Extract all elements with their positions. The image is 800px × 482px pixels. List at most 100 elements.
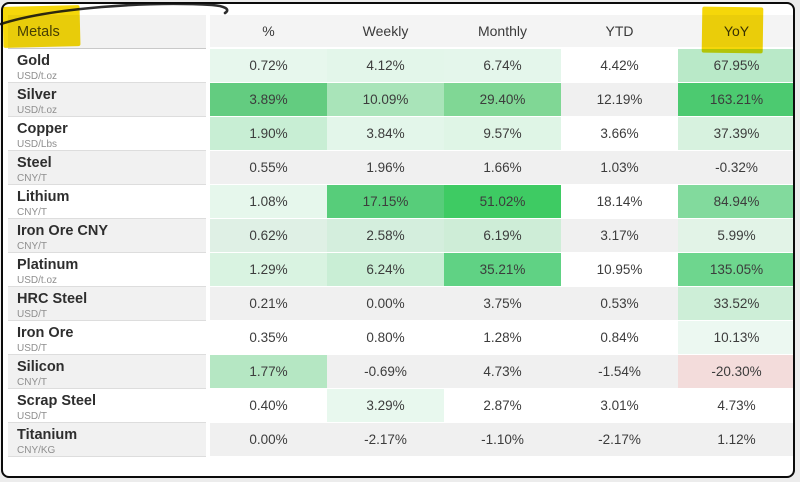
value-cell: 0.00% bbox=[327, 287, 444, 321]
value-cell: 3.84% bbox=[327, 117, 444, 151]
column-header-row: %WeeklyMonthlyYTDYoY bbox=[210, 15, 793, 49]
value-cell: 4.73% bbox=[678, 389, 793, 423]
value-cell: 10.09% bbox=[327, 83, 444, 117]
metal-name[interactable]: Silicon bbox=[17, 359, 65, 375]
value-cell: -1.54% bbox=[561, 355, 678, 389]
value-cell: 84.94% bbox=[678, 185, 793, 219]
metal-name[interactable]: Scrap Steel bbox=[17, 393, 96, 409]
column-header-weekly[interactable]: Weekly bbox=[327, 15, 444, 49]
value-cell: -1.10% bbox=[444, 423, 561, 457]
value-cell: 1.77% bbox=[210, 355, 327, 389]
table-row: 0.62% 2.58% 6.19% 3.17% 5.99% bbox=[210, 219, 793, 253]
value-cell: 3.17% bbox=[561, 219, 678, 253]
metal-name[interactable]: Copper bbox=[17, 121, 68, 137]
column-header-[interactable]: % bbox=[210, 15, 327, 49]
table-row-label: HRC Steel USD/T bbox=[8, 287, 206, 321]
table-row-label: Steel CNY/T bbox=[8, 151, 206, 185]
value-cell: 135.05% bbox=[678, 253, 793, 287]
value-cell: -2.17% bbox=[561, 423, 678, 457]
table-row-label: Iron Ore USD/T bbox=[8, 321, 206, 355]
column-header-monthly[interactable]: Monthly bbox=[444, 15, 561, 49]
value-cell: 4.73% bbox=[444, 355, 561, 389]
metal-name[interactable]: Lithium bbox=[17, 189, 70, 205]
value-cell: 10.95% bbox=[561, 253, 678, 287]
value-cell: 2.58% bbox=[327, 219, 444, 253]
table-row: 1.08% 17.15% 51.02% 18.14% 84.94% bbox=[210, 185, 793, 219]
table-row: 1.29% 6.24% 35.21% 10.95% 135.05% bbox=[210, 253, 793, 287]
value-cell: 3.01% bbox=[561, 389, 678, 423]
metal-name[interactable]: Titanium bbox=[17, 427, 78, 443]
table-row-label: Silicon CNY/T bbox=[8, 355, 206, 389]
column-header-ytd[interactable]: YTD bbox=[561, 15, 678, 49]
metal-name[interactable]: HRC Steel bbox=[17, 291, 88, 307]
metal-unit: CNY/T bbox=[17, 241, 47, 252]
metal-unit: CNY/KG bbox=[17, 445, 56, 456]
value-cell: 33.52% bbox=[678, 287, 793, 321]
value-cell: 6.74% bbox=[444, 49, 561, 83]
table-row: 1.77% -0.69% 4.73% -1.54% -20.30% bbox=[210, 355, 793, 389]
value-cell: 1.96% bbox=[327, 151, 444, 185]
metal-name[interactable]: Steel bbox=[17, 155, 52, 171]
metal-name[interactable]: Platinum bbox=[17, 257, 79, 273]
value-cell: 37.39% bbox=[678, 117, 793, 151]
value-cell: 0.35% bbox=[210, 321, 327, 355]
value-cell: 3.75% bbox=[444, 287, 561, 321]
table-row-label: Scrap Steel USD/T bbox=[8, 389, 206, 423]
yellow-highlight-yoy bbox=[701, 6, 764, 54]
table-row: 0.55% 1.96% 1.66% 1.03% -0.32% bbox=[210, 151, 793, 185]
value-cell: 0.72% bbox=[210, 49, 327, 83]
table-row-label: Titanium CNY/KG bbox=[8, 423, 206, 457]
value-cell: 0.62% bbox=[210, 219, 327, 253]
table-row-label: Platinum USD/t.oz bbox=[8, 253, 206, 287]
value-cell: -20.30% bbox=[678, 355, 793, 389]
value-cell: 1.03% bbox=[561, 151, 678, 185]
metals-table: Metals GoldUSD/t.ozSilverUSD/t.ozCopperU… bbox=[8, 15, 793, 457]
metals-column: Metals GoldUSD/t.ozSilverUSD/t.ozCopperU… bbox=[8, 15, 206, 457]
value-cell: 3.29% bbox=[327, 389, 444, 423]
metal-unit: USD/t.oz bbox=[17, 71, 58, 82]
table-row: 0.00% -2.17% -1.10% -2.17% 1.12% bbox=[210, 423, 793, 457]
metal-unit: USD/Lbs bbox=[17, 139, 58, 150]
value-cell: 3.66% bbox=[561, 117, 678, 151]
value-cell: 0.84% bbox=[561, 321, 678, 355]
metal-name[interactable]: Iron Ore bbox=[17, 325, 74, 341]
value-cell: 17.15% bbox=[327, 185, 444, 219]
table-row: 0.21% 0.00% 3.75% 0.53% 33.52% bbox=[210, 287, 793, 321]
metal-unit: USD/T bbox=[17, 411, 47, 422]
metal-unit: CNY/T bbox=[17, 207, 47, 218]
value-cell: 4.42% bbox=[561, 49, 678, 83]
value-cell: 51.02% bbox=[444, 185, 561, 219]
value-cell: 10.13% bbox=[678, 321, 793, 355]
value-cell: 1.12% bbox=[678, 423, 793, 457]
value-cell: 0.00% bbox=[210, 423, 327, 457]
table-row: 3.89% 10.09% 29.40% 12.19% 163.21% bbox=[210, 83, 793, 117]
value-cell: 1.66% bbox=[444, 151, 561, 185]
metal-unit: USD/t.oz bbox=[17, 275, 58, 286]
value-cell: 1.08% bbox=[210, 185, 327, 219]
table-row-label: Copper USD/Lbs bbox=[8, 117, 206, 151]
value-cell: 6.24% bbox=[327, 253, 444, 287]
metal-name[interactable]: Iron Ore CNY bbox=[17, 223, 109, 239]
value-cell: 4.12% bbox=[327, 49, 444, 83]
value-cell: 1.90% bbox=[210, 117, 327, 151]
table-row: 1.90% 3.84% 9.57% 3.66% 37.39% bbox=[210, 117, 793, 151]
table-row-label: Iron Ore CNY CNY/T bbox=[8, 219, 206, 253]
metal-unit: CNY/T bbox=[17, 377, 47, 388]
value-cell: 1.28% bbox=[444, 321, 561, 355]
metal-unit: CNY/T bbox=[17, 173, 47, 184]
table-row-label: Gold USD/t.oz bbox=[8, 49, 206, 83]
value-cell: 0.40% bbox=[210, 389, 327, 423]
value-cell: 18.14% bbox=[561, 185, 678, 219]
table-row: 0.35% 0.80% 1.28% 0.84% 10.13% bbox=[210, 321, 793, 355]
value-cell: -2.17% bbox=[327, 423, 444, 457]
table-row: 0.72% 4.12% 6.74% 4.42% 67.95% bbox=[210, 49, 793, 83]
data-columns: %WeeklyMonthlyYTDYoY 0.72%4.12%6.74%4.42… bbox=[210, 15, 793, 457]
metal-unit: USD/T bbox=[17, 343, 47, 354]
metal-unit: USD/T bbox=[17, 309, 47, 320]
metal-name[interactable]: Silver bbox=[17, 87, 57, 103]
metal-name[interactable]: Gold bbox=[17, 53, 51, 69]
value-cell: 1.29% bbox=[210, 253, 327, 287]
value-cell: 163.21% bbox=[678, 83, 793, 117]
value-cell: 29.40% bbox=[444, 83, 561, 117]
